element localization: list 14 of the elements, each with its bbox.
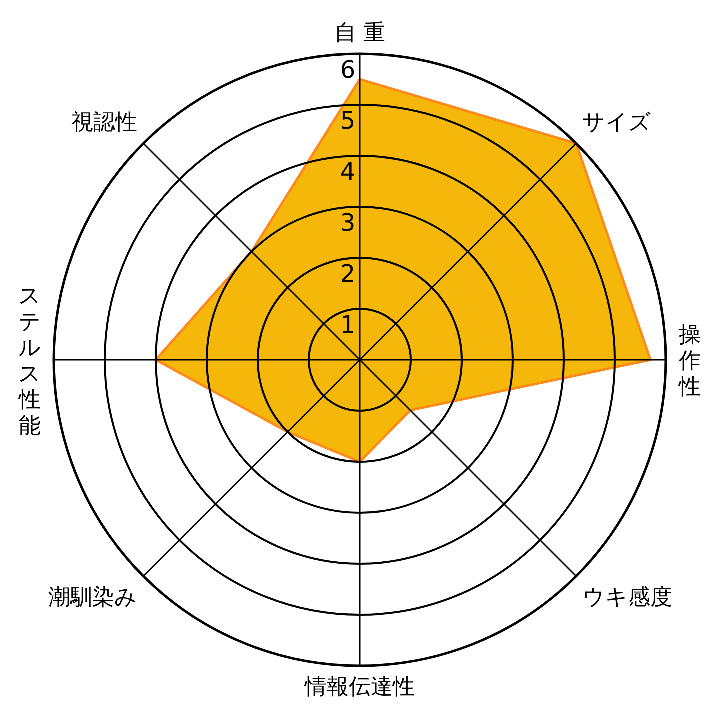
y-tick-label: 1 [340, 311, 356, 339]
y-tick-label: 4 [340, 158, 356, 186]
spoke-label: 視認性 [72, 110, 138, 136]
y-tick-label: 2 [340, 260, 356, 288]
spoke-label: ステルス性能 [18, 284, 42, 439]
spoke-label: 自 重 [334, 21, 386, 46]
y-tick-label: 6 [340, 56, 356, 84]
spoke-label: サイズ [582, 110, 652, 136]
spoke-label: 操作性 [678, 323, 701, 400]
y-tick-label: 5 [340, 107, 356, 135]
spoke-label: ウキ感度 [582, 585, 672, 610]
y-tick-label: 3 [340, 209, 356, 237]
spoke-label: 情報伝達性 [304, 675, 415, 700]
spoke-label: 潮馴染み [48, 585, 138, 610]
